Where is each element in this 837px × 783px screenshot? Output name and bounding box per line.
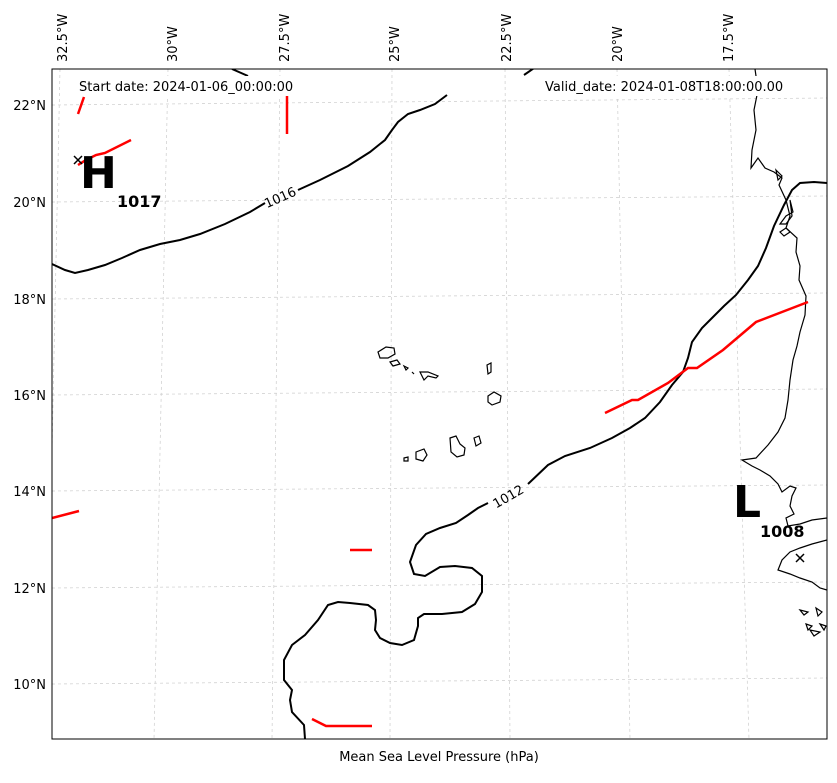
high-value: 1017: [117, 192, 162, 211]
lon-tick-label: 25°W: [388, 26, 403, 62]
coastlines: [740, 69, 827, 637]
front-segment: [311, 717, 372, 728]
lon-tick-label: 27.5°W: [278, 14, 293, 62]
island-boa-vista: [487, 391, 502, 406]
lat-tick-label: 12°N: [13, 582, 46, 597]
lat-tick-label: 14°N: [13, 485, 46, 500]
front-segment: [76, 96, 86, 115]
lat-tick-label: 20°N: [13, 196, 46, 211]
valid-date-background: [540, 76, 806, 96]
start-date-text: Start date: 2024-01-06_00:00:00: [79, 80, 293, 95]
longitude-tick-labels: 32.5°W 30°W 27.5°W 25°W 22.5°W 20°W 17.5…: [56, 14, 737, 62]
island-maio: [473, 435, 482, 447]
latitude-tick-labels: 22°N 20°N 18°N 16°N 14°N 12°N 10°N: [13, 99, 46, 693]
africa-coastline: [740, 69, 827, 527]
pressure-center-markers: [73, 155, 805, 563]
x-axis-label: Mean Sea Level Pressure (hPa): [339, 750, 539, 765]
low-value: 1008: [760, 522, 805, 541]
island-fogo: [415, 448, 428, 462]
island-sao-nicolau: [419, 371, 440, 382]
lat-tick-label: 18°N: [13, 293, 46, 308]
isobar-1016: [52, 94, 448, 275]
high-letter: H: [80, 148, 117, 199]
island-sal: [486, 362, 492, 376]
lat-tick-label: 10°N: [13, 678, 46, 693]
high-center-x-icon: [73, 155, 83, 165]
lat-tick-label: 22°N: [13, 99, 46, 114]
island-santa-luzia: [402, 364, 410, 372]
isobar-1012: [283, 180, 827, 739]
lon-tick-label: 20°W: [611, 26, 626, 62]
low-letter: L: [733, 477, 761, 528]
front-segment: [52, 509, 80, 520]
low-center-x-icon: [795, 553, 805, 563]
lat-tick-label: 16°N: [13, 389, 46, 404]
cape-verde-islands: [377, 346, 502, 462]
front-segment: [604, 300, 809, 415]
lon-tick-label: 30°W: [166, 26, 181, 62]
front-segment: [77, 138, 132, 167]
lon-tick-label: 17.5°W: [722, 14, 737, 62]
africa-coast-south: [777, 539, 827, 591]
plot-frame: [51, 68, 828, 740]
contour-label-1012: 1012: [491, 483, 527, 513]
isobar-1016-north: [231, 69, 249, 77]
island-sao-vicente: [388, 359, 402, 367]
start-date-background: [74, 76, 314, 96]
lon-tick-label: 32.5°W: [56, 14, 71, 62]
island-santiago: [449, 435, 466, 458]
valid-date-text: Valid_date: 2024-01-08T18:00:00.00: [545, 80, 783, 95]
fronts: [52, 96, 809, 728]
isobars: [52, 69, 827, 739]
graticule: [52, 69, 827, 739]
island-santo-antao: [377, 346, 396, 359]
contour-label-1016: 1016: [262, 185, 298, 212]
island-brava: [403, 456, 409, 462]
lon-tick-label: 22.5°W: [500, 14, 515, 62]
